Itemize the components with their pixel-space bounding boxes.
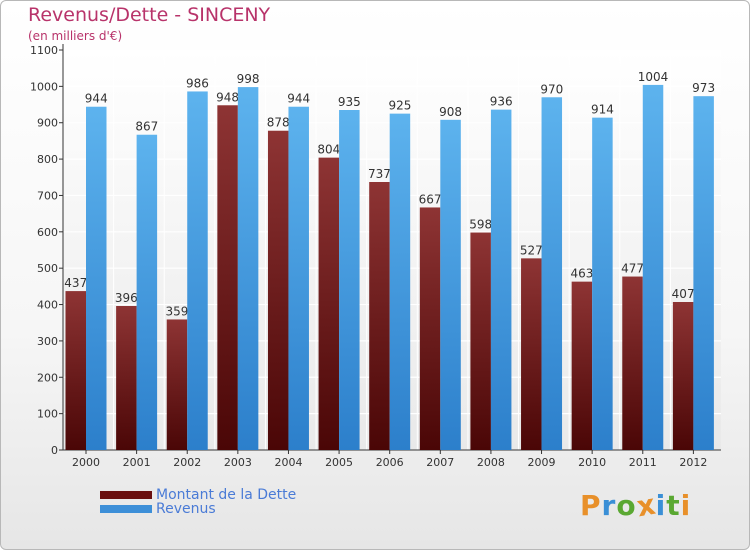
- data-label-revenue-2012: 973: [692, 81, 715, 95]
- chart-title: Revenus/Dette - SINCENY: [28, 4, 271, 26]
- logo-letter: t: [666, 489, 681, 522]
- proxiti-logo: Proxiti: [580, 488, 692, 524]
- data-label-revenue-2005: 935: [338, 95, 361, 109]
- data-label-revenue-2009: 970: [540, 82, 563, 96]
- bar-revenue-2008: [490, 109, 512, 451]
- bar-debt-2003: [217, 105, 238, 450]
- legend-item-debt: Montant de la Dette: [100, 487, 296, 503]
- logo-letter: o: [616, 489, 637, 522]
- bar-debt-2007: [419, 207, 441, 450]
- y-tick-label: 200: [37, 371, 58, 384]
- data-label-revenue-2010: 914: [591, 103, 614, 117]
- bar-revenue-2007: [440, 119, 461, 451]
- bar-revenue-2012: [693, 96, 714, 450]
- bar-debt-2002: [166, 319, 188, 450]
- bar-revenue-2001: [136, 134, 158, 450]
- data-label-debt-2000: 437: [64, 276, 87, 290]
- data-label-revenue-2006: 925: [388, 99, 411, 113]
- bar-debt-2006: [369, 182, 390, 450]
- bar-revenue-2004: [288, 106, 309, 451]
- bar-debt-2001: [116, 306, 137, 450]
- x-tick-label: 2012: [679, 456, 707, 469]
- legend-label-revenue: Revenus: [156, 501, 216, 517]
- y-tick-label: 1100: [30, 44, 58, 57]
- bar-debt-2004: [267, 130, 289, 450]
- bar-revenue-2011: [642, 84, 664, 450]
- data-label-debt-2004: 878: [267, 116, 290, 130]
- bar-revenue-2003: [237, 87, 259, 450]
- bar-revenue-2000: [86, 106, 107, 451]
- data-label-debt-2012: 407: [672, 287, 695, 301]
- legend-label-debt: Montant de la Dette: [156, 487, 297, 503]
- logo-letter: i: [680, 489, 692, 522]
- bar-debt-2000: [65, 291, 86, 450]
- data-label-debt-2001: 396: [115, 291, 138, 305]
- data-label-debt-2007: 667: [419, 192, 442, 206]
- y-tick-label: 500: [37, 262, 58, 275]
- y-tick-label: 300: [37, 335, 58, 348]
- x-tick-label: 2003: [224, 456, 252, 469]
- y-tick-label: 900: [37, 117, 58, 130]
- bar-revenue-2002: [187, 91, 208, 451]
- data-label-revenue-2000: 944: [85, 92, 108, 106]
- y-tick-label: 700: [37, 189, 58, 202]
- x-tick-label: 2002: [173, 456, 201, 469]
- x-tick-label: 2004: [274, 456, 302, 469]
- bar-debt-2009: [521, 258, 542, 450]
- y-tick-label: 100: [37, 408, 58, 421]
- legend-swatch-debt: [100, 491, 152, 499]
- y-tick-label: 400: [37, 299, 58, 312]
- bar-debt-2011: [622, 276, 643, 450]
- data-label-debt-2003: 948: [216, 90, 239, 104]
- bar-revenue-2006: [389, 113, 411, 451]
- logo-letter: r: [601, 489, 617, 522]
- x-tick-label: 2009: [528, 456, 556, 469]
- x-tick-label: 2011: [629, 456, 657, 469]
- data-label-debt-2006: 737: [368, 167, 391, 181]
- data-label-revenue-2003: 998: [237, 72, 260, 86]
- data-label-revenue-2007: 908: [439, 105, 462, 119]
- data-label-revenue-2008: 936: [490, 95, 513, 109]
- bar-revenue-2005: [339, 110, 360, 450]
- data-label-debt-2008: 598: [469, 218, 492, 232]
- data-label-revenue-2002: 986: [186, 76, 209, 90]
- data-label-revenue-2001: 867: [135, 120, 158, 134]
- x-tick-label: 2006: [376, 456, 404, 469]
- x-tick-label: 2007: [426, 456, 454, 469]
- logo-letter: i: [655, 489, 667, 522]
- bar-debt-2005: [318, 157, 340, 451]
- x-tick-label: 2008: [477, 456, 505, 469]
- x-tick-label: 2005: [325, 456, 353, 469]
- y-tick-label: 1000: [30, 80, 58, 93]
- x-tick-label: 2000: [72, 456, 100, 469]
- bar-debt-2008: [470, 232, 491, 450]
- chart-subtitle: (en milliers d'€): [28, 29, 123, 43]
- legend-item-revenue: Revenus: [100, 501, 216, 517]
- bar-revenue-2010: [592, 117, 613, 451]
- y-tick-label: 800: [37, 153, 58, 166]
- data-label-debt-2005: 804: [317, 143, 340, 157]
- bar-debt-2010: [571, 281, 593, 450]
- x-tick-label: 2010: [578, 456, 606, 469]
- bar-revenue-2009: [541, 97, 563, 450]
- data-label-debt-2009: 527: [520, 243, 543, 257]
- data-label-debt-2011: 477: [621, 262, 644, 276]
- legend-swatch-revenue: [100, 505, 152, 513]
- data-label-revenue-2004: 944: [287, 92, 310, 106]
- data-label-revenue-2011: 1004: [638, 70, 669, 84]
- y-tick-label: 600: [37, 226, 58, 239]
- data-label-debt-2002: 359: [166, 304, 189, 318]
- data-label-debt-2010: 463: [570, 267, 593, 281]
- y-tick-label: 0: [51, 444, 58, 457]
- logo-letter: P: [580, 489, 602, 522]
- bar-debt-2012: [672, 302, 694, 450]
- x-tick-label: 2001: [123, 456, 151, 469]
